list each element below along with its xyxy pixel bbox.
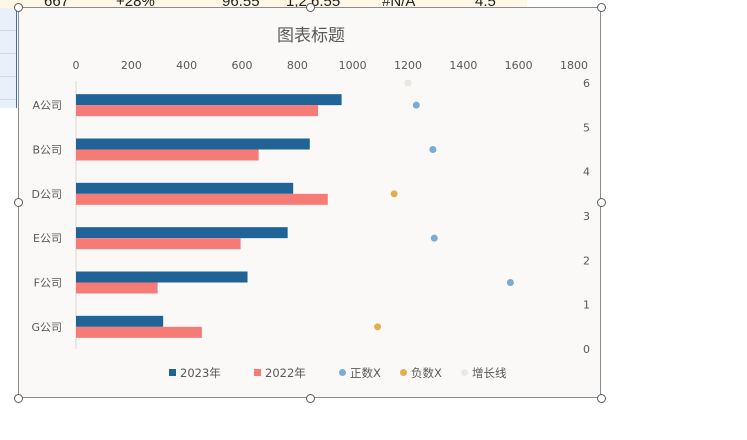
scatter-point bbox=[404, 79, 412, 87]
legend-swatch bbox=[339, 369, 346, 376]
chart-area[interactable]: 图表标题 0 200 400 600 800 1000 1200 1400 1600 1800 0… bbox=[18, 7, 601, 398]
resize-handle-bottom-left[interactable] bbox=[14, 394, 23, 403]
legend-swatch bbox=[254, 369, 261, 376]
bar bbox=[76, 94, 342, 106]
resize-handle-top-right[interactable] bbox=[597, 3, 606, 12]
spreadsheet-row-headers bbox=[0, 8, 17, 108]
x-tick-label: 1800 bbox=[560, 59, 588, 72]
category-label: A公司 bbox=[32, 99, 62, 112]
chart-title: 图表标题 bbox=[277, 26, 345, 46]
y2-tick-label: 5 bbox=[583, 121, 590, 134]
bar bbox=[76, 315, 164, 327]
category-label: F公司 bbox=[34, 277, 62, 290]
bar bbox=[76, 105, 319, 117]
y2-tick-label: 4 bbox=[583, 166, 590, 179]
bar bbox=[76, 326, 202, 338]
x-tick-label: 0 bbox=[73, 59, 80, 72]
scatter-point bbox=[374, 323, 382, 331]
resize-handle-left[interactable] bbox=[14, 198, 23, 207]
x-tick-label: 200 bbox=[121, 59, 142, 72]
y2-tick-label: 2 bbox=[583, 254, 590, 267]
legend-swatch bbox=[169, 369, 176, 376]
sheet-cell: 4.5 bbox=[475, 0, 496, 9]
bar bbox=[76, 282, 158, 294]
category-label: B公司 bbox=[32, 144, 62, 157]
category-label: D公司 bbox=[32, 188, 62, 201]
resize-handle-bottom-right[interactable] bbox=[597, 394, 606, 403]
bar bbox=[76, 193, 328, 205]
legend-label: 正数X bbox=[350, 366, 381, 380]
x-tick-label: 600 bbox=[232, 59, 253, 72]
scatter-point bbox=[412, 101, 420, 109]
scatter-point bbox=[430, 234, 438, 242]
resize-handle-right[interactable] bbox=[597, 198, 606, 207]
bar bbox=[76, 138, 310, 150]
legend-swatch bbox=[400, 369, 407, 376]
category-label: G公司 bbox=[31, 321, 62, 334]
x-tick-label: 1200 bbox=[394, 59, 422, 72]
legend-label: 增长线 bbox=[472, 366, 507, 380]
scatter-point bbox=[390, 190, 398, 198]
y2-tick-label: 1 bbox=[583, 299, 590, 312]
y2-tick-label: 6 bbox=[583, 77, 590, 90]
sheet-cell: 96.55 bbox=[222, 0, 260, 9]
bar bbox=[76, 149, 259, 161]
resize-handle-top-left[interactable] bbox=[14, 3, 23, 12]
resize-handle-top[interactable] bbox=[306, 3, 315, 12]
y2-tick-label: 0 bbox=[583, 343, 590, 356]
bar bbox=[76, 227, 288, 239]
legend-label: 负数X bbox=[411, 366, 442, 380]
legend-swatch bbox=[461, 369, 468, 376]
sheet-cell: #N/A bbox=[382, 0, 416, 9]
x-tick-label: 400 bbox=[176, 59, 197, 72]
legend-label: 2023年 bbox=[180, 366, 221, 380]
resize-handle-bottom[interactable] bbox=[306, 394, 315, 403]
scatter-point bbox=[429, 146, 437, 153]
bar bbox=[76, 271, 248, 283]
chart-svg: 图表标题 0 200 400 600 800 1000 1200 1400 1600 1800 0… bbox=[31, 26, 590, 380]
legend-label: 2022年 bbox=[265, 366, 306, 380]
category-label: E公司 bbox=[33, 232, 62, 245]
x-tick-label: 800 bbox=[287, 59, 308, 72]
x-tick-label: 1400 bbox=[449, 59, 477, 72]
x-tick-label: 1600 bbox=[505, 59, 533, 72]
sheet-cell: +28% bbox=[116, 0, 155, 9]
x-tick-label: 1000 bbox=[339, 59, 367, 72]
bar bbox=[76, 238, 241, 250]
y2-tick-label: 3 bbox=[583, 210, 590, 223]
sheet-cell: 667 bbox=[44, 0, 70, 9]
bar bbox=[76, 182, 294, 194]
scatter-point bbox=[506, 279, 514, 286]
